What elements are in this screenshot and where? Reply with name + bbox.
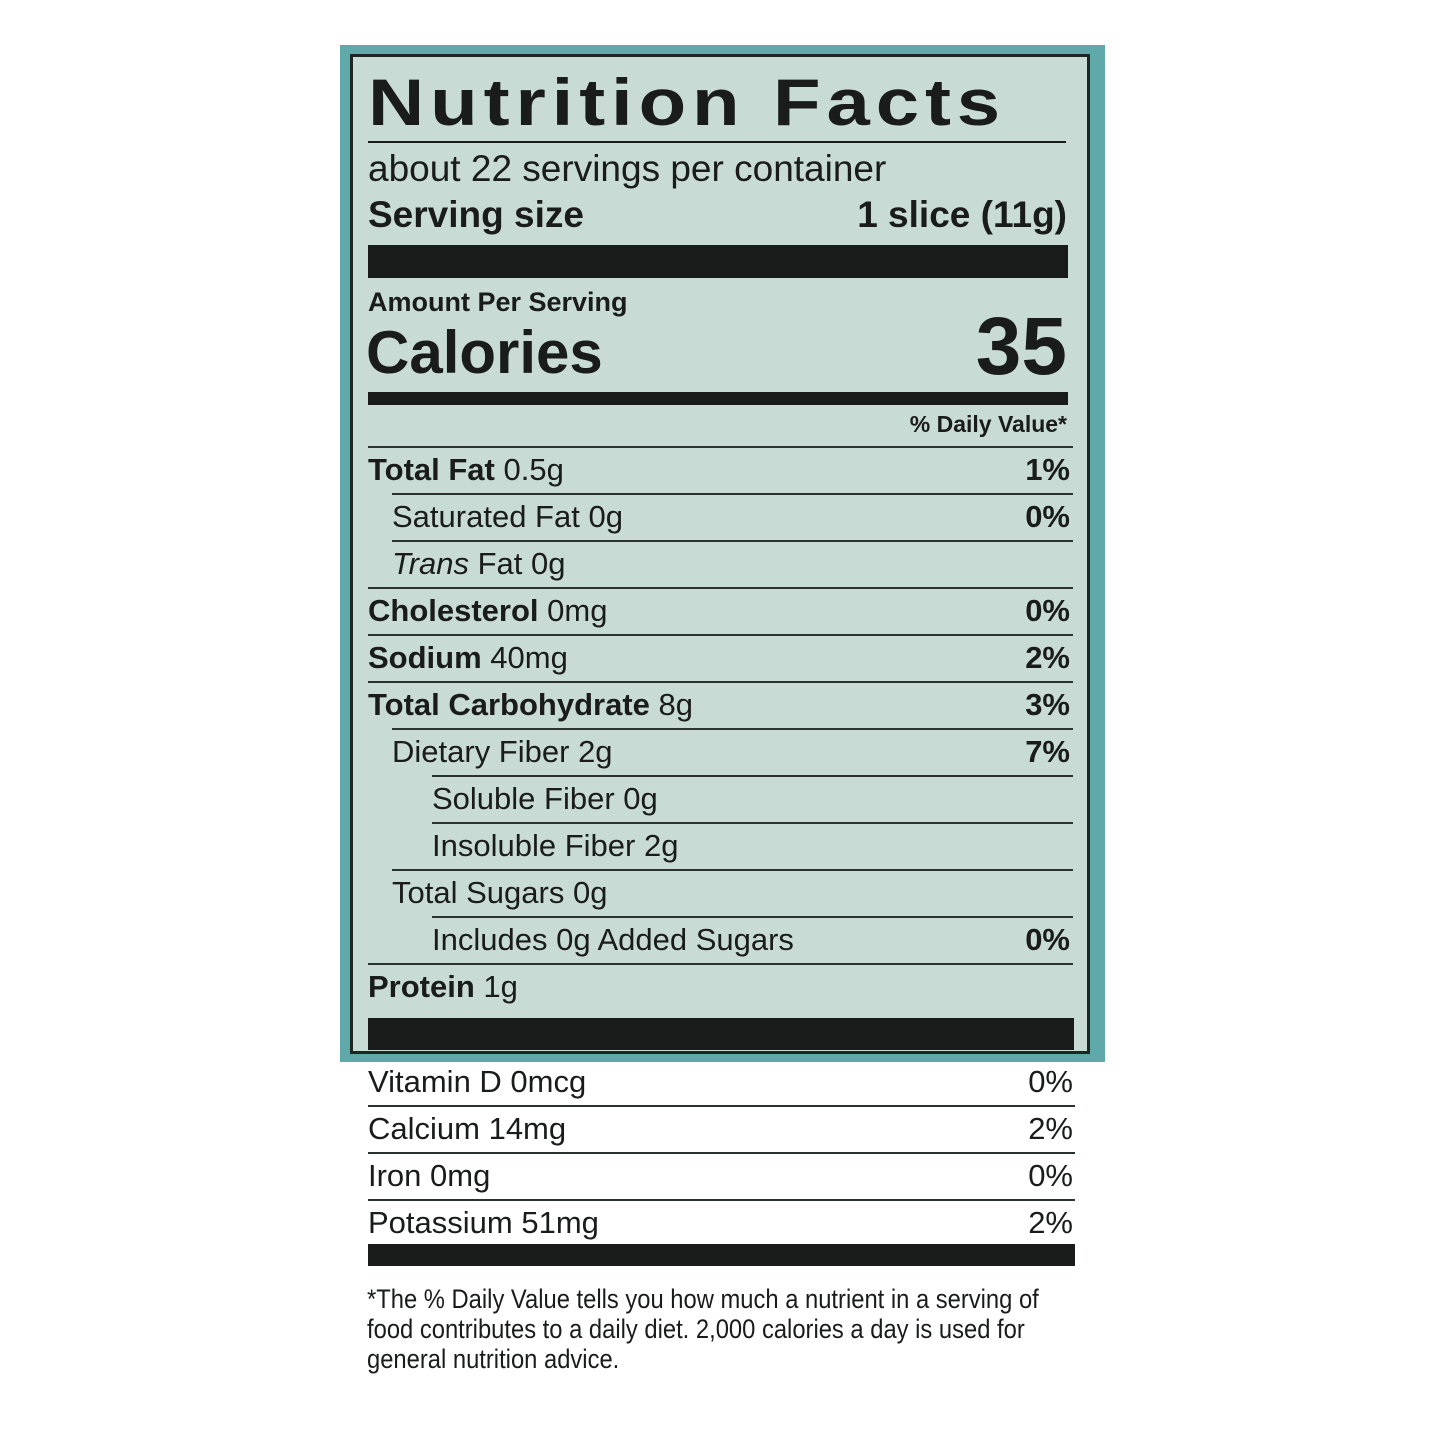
- nutrient-name: Dietary Fiber: [392, 734, 570, 769]
- nutrient-amount: 2g: [643, 828, 679, 863]
- nutrient-row: Cholesterol 0mg 0%: [368, 591, 1070, 631]
- row-divider: [392, 869, 1073, 871]
- nutrient-name: Sodium: [368, 640, 482, 675]
- nutrient-name: Includes 0g Added Sugars: [432, 922, 794, 957]
- vitamin-text: Calcium 14mg: [368, 1111, 567, 1146]
- vitamin-row: Potassium 51mg 2%: [368, 1203, 1073, 1243]
- nutrient-name: Saturated Fat: [392, 499, 580, 534]
- daily-value: 0%: [1028, 1064, 1073, 1099]
- calories-label: Calories: [366, 319, 603, 386]
- amount-per-serving: Amount Per Serving: [368, 287, 628, 317]
- nutrition-label: [350, 54, 1090, 1054]
- row-divider: [368, 446, 1073, 448]
- thick-divider: [368, 1244, 1075, 1266]
- nutrient-row: Total Fat 0.5g 1%: [368, 450, 1070, 490]
- nutrient-amount: 0g: [572, 875, 608, 910]
- nutrient-amount: 1g: [483, 969, 518, 1004]
- nutrient-row: Trans Fat 0g: [392, 546, 566, 581]
- row-divider: [368, 634, 1073, 636]
- serving-size-value: 1 slice (11g): [857, 194, 1067, 235]
- daily-value: 0%: [1028, 1158, 1073, 1193]
- label-title: Nutrition Facts: [368, 65, 1007, 139]
- nutrient-row: Insoluble Fiber 2g: [368, 826, 1070, 866]
- nutrient-name: Protein: [368, 969, 475, 1004]
- daily-value: 0%: [1025, 499, 1070, 534]
- nutrient-row: Dietary Fiber 2g 7%: [368, 732, 1070, 772]
- row-divider: [368, 587, 1073, 589]
- vitamin-text: Iron 0mg: [368, 1158, 491, 1193]
- nutrient-amount: 8g: [658, 687, 694, 722]
- row-divider: [392, 728, 1073, 730]
- daily-value: 2%: [1028, 1111, 1073, 1146]
- row-divider: [368, 1199, 1075, 1201]
- row-divider: [432, 916, 1073, 918]
- serving-size-label: Serving size: [368, 194, 584, 235]
- nutrient-name: Soluble Fiber: [432, 781, 615, 816]
- nutrient-amount: 2g: [578, 734, 613, 769]
- row-divider: [432, 822, 1073, 824]
- daily-value: 0%: [1025, 593, 1070, 628]
- thick-divider: [368, 245, 1068, 278]
- vitamin-row: Calcium 14mg 2%: [368, 1109, 1073, 1149]
- daily-value: 7%: [1025, 734, 1070, 769]
- nutrient-amount: 0g: [531, 546, 566, 581]
- nutrient-name: Trans: [392, 546, 469, 581]
- nutrient-amount: 0g: [588, 499, 623, 534]
- medium-divider: [368, 392, 1068, 405]
- nutrient-row: Saturated Fat 0g 0%: [368, 497, 1070, 537]
- nutrient-name: Total Sugars: [392, 875, 565, 910]
- nutrient-amount: 40mg: [490, 640, 568, 675]
- thick-divider: [368, 1018, 1074, 1050]
- nutrient-row: Total Sugars 0g: [368, 873, 1070, 913]
- divider: [368, 141, 1066, 143]
- servings-per-container: about 22 servings per container: [368, 148, 887, 189]
- row-divider: [432, 775, 1073, 777]
- nutrient-name: Total Fat: [368, 452, 495, 487]
- nutrient-amount: 0g: [623, 781, 658, 816]
- daily-value: 3%: [1025, 687, 1070, 722]
- nutrient-name: Total Carbohydrate: [368, 687, 650, 722]
- row-divider: [392, 493, 1073, 495]
- nutrient-name: Cholesterol: [368, 593, 539, 628]
- nutrient-row: Protein 1g: [368, 967, 1070, 1007]
- calories-value: 35: [975, 301, 1067, 392]
- nutrient-amount: 0mg: [547, 593, 608, 628]
- row-divider: [368, 963, 1073, 965]
- nutrient-amount: 0.5g: [503, 452, 564, 487]
- daily-value: 0%: [1025, 922, 1070, 957]
- vitamin-text: Potassium 51mg: [368, 1205, 599, 1240]
- daily-value: 2%: [1028, 1205, 1073, 1240]
- nutrient-row: Includes 0g Added Sugars 0%: [368, 920, 1070, 960]
- daily-value: 1%: [1025, 452, 1070, 487]
- nutrient-row: Total Carbohydrate 8g 3%: [368, 685, 1070, 725]
- nutrient-row: Sodium 40mg 2%: [368, 638, 1070, 678]
- nutrient-row: Soluble Fiber 0g: [368, 779, 1070, 819]
- daily-value-header: % Daily Value*: [909, 411, 1067, 437]
- vitamin-row: Iron 0mg 0%: [368, 1156, 1073, 1196]
- footnote: *The % Daily Value tells you how much a …: [367, 1284, 1039, 1374]
- row-divider: [368, 681, 1073, 683]
- row-divider: [392, 540, 1073, 542]
- nutrient-name: Insoluble Fiber: [432, 828, 636, 863]
- row-divider: [368, 1152, 1075, 1154]
- vitamin-row: Vitamin D 0mcg 0%: [368, 1062, 1073, 1102]
- daily-value: 2%: [1025, 640, 1070, 675]
- row-divider: [368, 1105, 1075, 1107]
- vitamin-text: Vitamin D 0mcg: [368, 1064, 587, 1099]
